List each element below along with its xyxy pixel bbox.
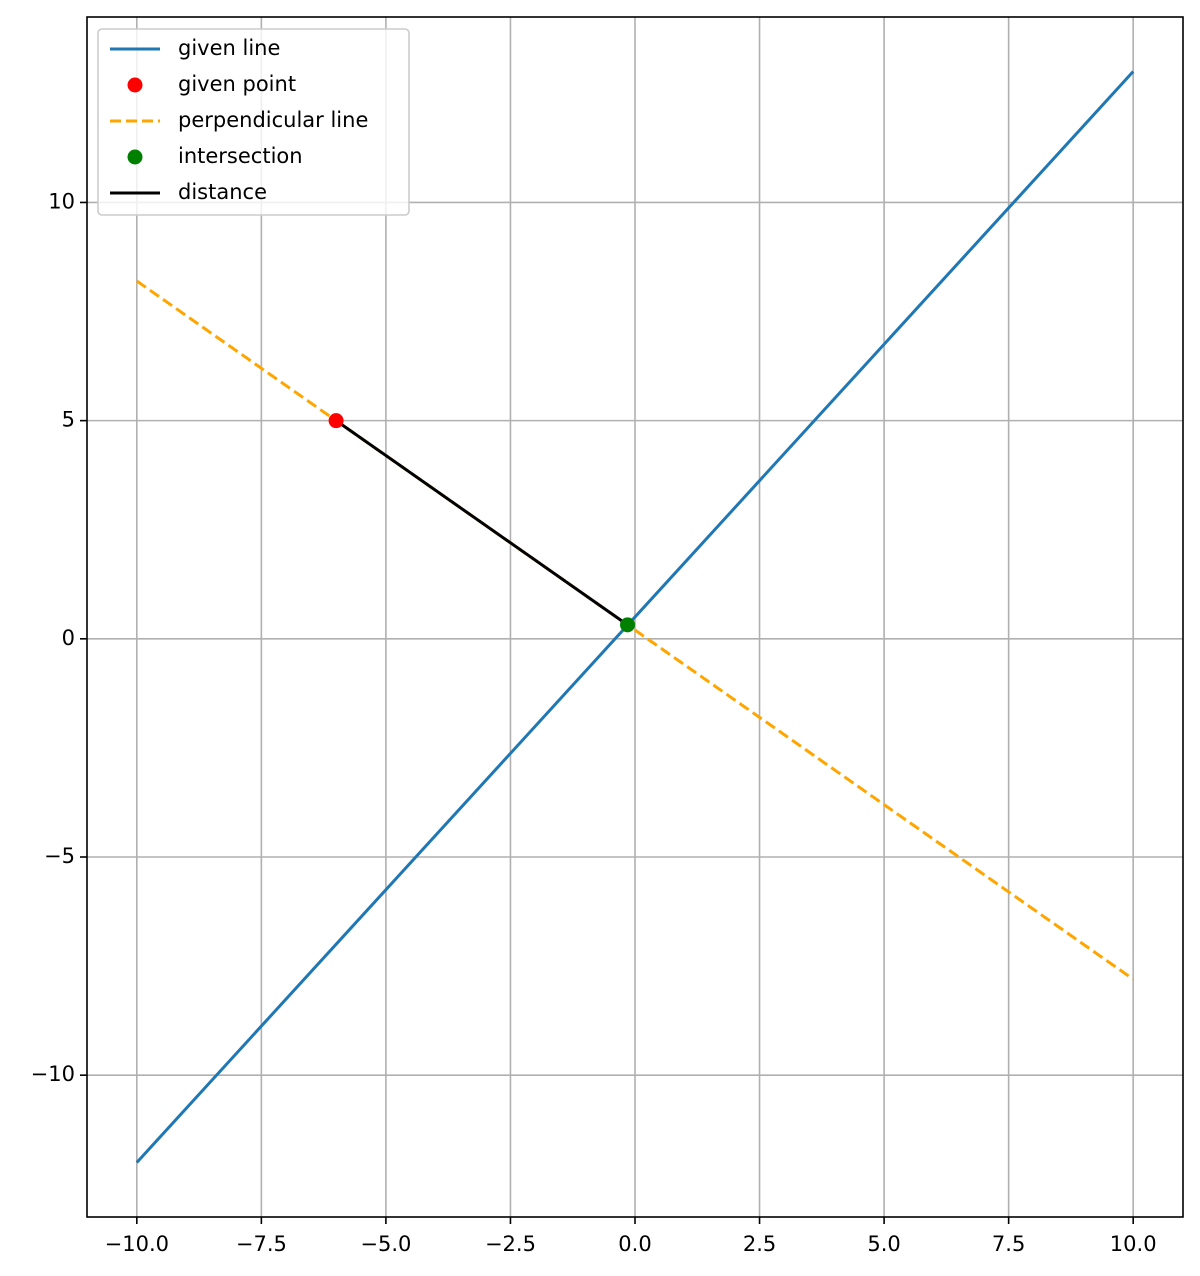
series-line [335,419,629,627]
y-tick-label: 10 [48,189,75,213]
legend-label: given point [178,72,296,96]
y-tick-label: −5 [44,844,75,868]
x-tick-label: −5.0 [360,1232,411,1256]
point [620,617,636,633]
x-tick-label: 10.0 [1110,1232,1157,1256]
x-tick-label: 5.0 [867,1232,900,1256]
legend-label: intersection [178,144,303,168]
legend-marker [127,149,143,165]
x-tick-label: −10.0 [105,1232,169,1256]
legend-label: given line [178,36,280,60]
legend-box [97,28,410,216]
y-tick-label: 5 [62,408,75,432]
legend-label: perpendicular line [178,108,368,132]
series-line [135,70,1135,1164]
legend-marker [127,77,143,93]
y-tick-label: 0 [62,626,75,650]
x-tick-label: −7.5 [236,1232,287,1256]
plot-frame [86,16,1184,1218]
x-tick-label: −2.5 [485,1232,536,1256]
point [328,413,344,429]
y-tick-label: −10 [31,1062,75,1086]
x-tick-label: 2.5 [743,1232,776,1256]
legend-label: distance [178,180,267,204]
series-line [135,279,1135,981]
x-tick-label: 7.5 [992,1232,1025,1256]
x-tick-label: 0.0 [618,1232,651,1256]
